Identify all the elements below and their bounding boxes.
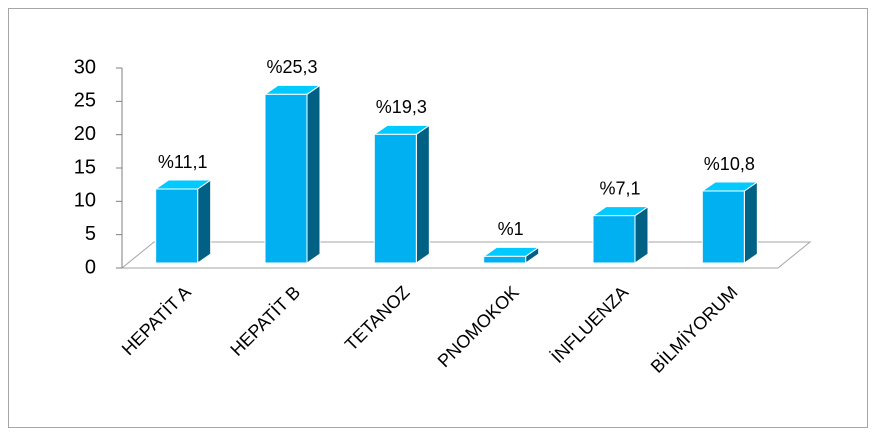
bar [483, 255, 527, 264]
bar-side [743, 181, 758, 264]
value-label: %11,1 [158, 152, 208, 172]
bar-side [415, 124, 430, 264]
value-label: %25,3 [266, 57, 317, 77]
value-label: %10,8 [704, 154, 755, 174]
y-tick-label: 25 [74, 90, 96, 112]
value-label: %1 [498, 219, 524, 239]
bar [373, 133, 417, 264]
bar-side [306, 84, 321, 264]
y-tick-label: 20 [74, 123, 96, 145]
y-tick-label: 10 [74, 190, 96, 212]
bar-side [634, 205, 649, 264]
bar [701, 190, 745, 264]
y-tick-label: 0 [85, 256, 96, 278]
bar [155, 188, 199, 264]
value-label: %7,1 [599, 178, 640, 198]
value-label: %19,3 [376, 97, 427, 117]
bar [592, 215, 636, 264]
y-tick-label: 5 [85, 223, 96, 245]
bar [264, 93, 308, 264]
bar-side [197, 179, 212, 264]
y-tick-label: 30 [74, 56, 96, 78]
y-tick-label: 15 [74, 156, 96, 178]
